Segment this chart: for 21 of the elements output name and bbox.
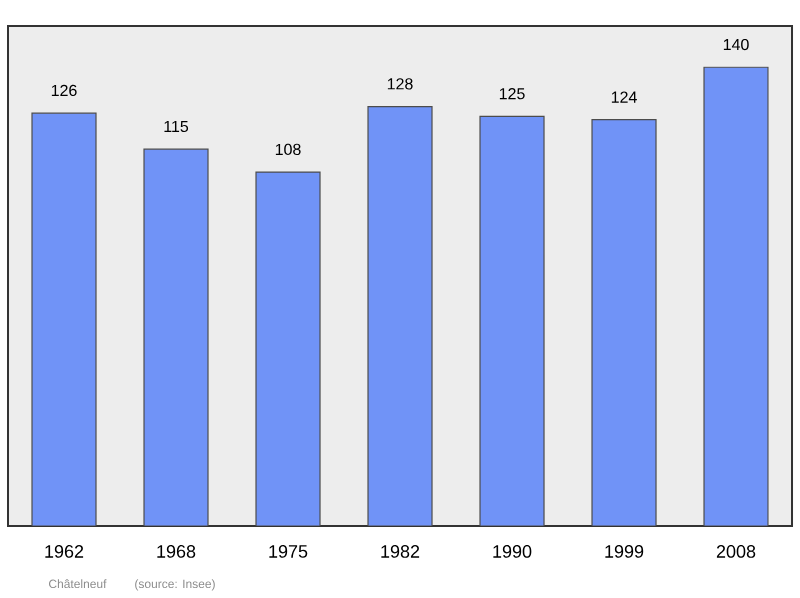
data-label: 115 xyxy=(164,120,189,133)
bar xyxy=(703,66,769,526)
bar xyxy=(255,171,321,526)
data-label: 125 xyxy=(499,88,525,100)
data-label: 108 xyxy=(275,143,301,156)
x-tick-label: 1962 xyxy=(45,545,84,558)
x-tick-label: 1975 xyxy=(269,545,308,558)
data-label: 128 xyxy=(387,78,413,90)
x-tick-label: 1982 xyxy=(381,545,420,558)
x-tick-label: 2008 xyxy=(716,545,756,558)
bar xyxy=(367,105,433,526)
bar xyxy=(31,112,97,526)
x-tick-label: 1999 xyxy=(605,545,644,558)
bar xyxy=(143,148,209,526)
x-tick-label: 1968 xyxy=(157,545,196,558)
data-label: 126 xyxy=(51,84,77,97)
data-label: 140 xyxy=(723,38,749,51)
bar xyxy=(479,115,545,526)
bar xyxy=(591,119,657,526)
data-label: 124 xyxy=(611,91,637,103)
x-tick-label: 1990 xyxy=(493,545,532,558)
